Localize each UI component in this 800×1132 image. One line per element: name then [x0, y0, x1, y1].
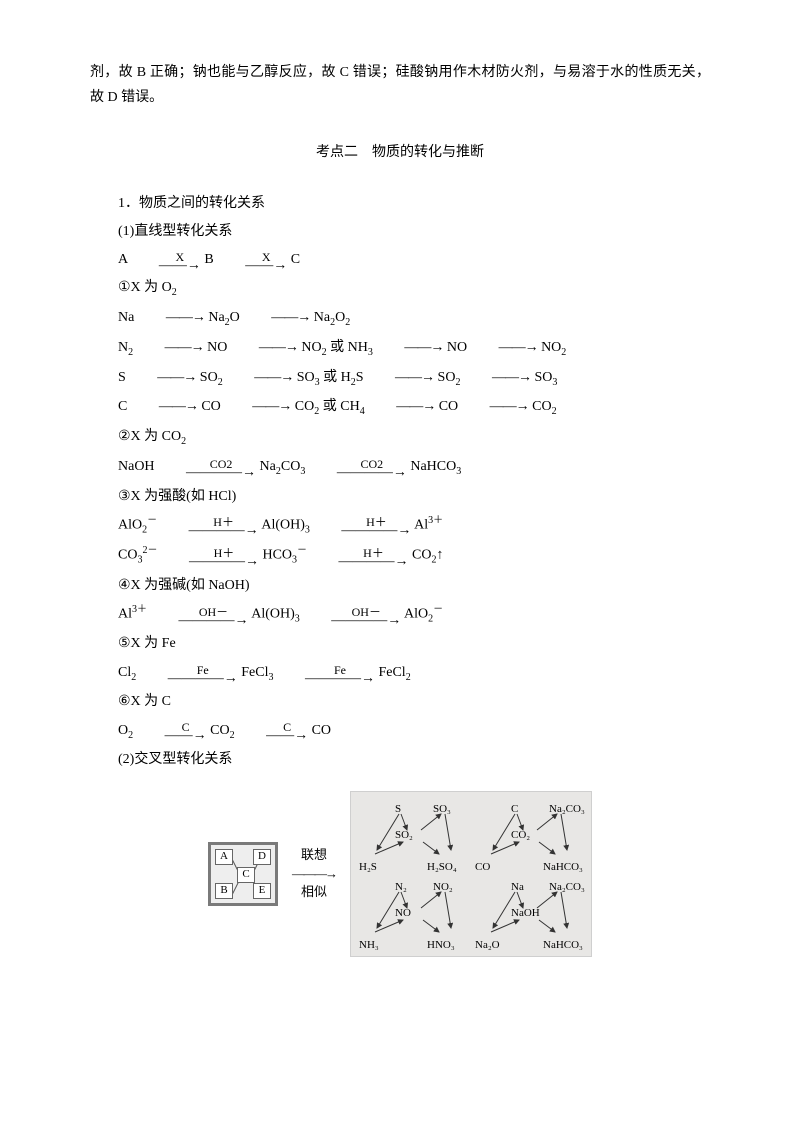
case5-line: Cl2 Fe――――→ FeCl3 Fe――――→ FeCl2: [90, 660, 710, 687]
arrow-icon: ――→: [231, 335, 298, 360]
case3-title: ③X 为强酸(如 HCl): [90, 484, 710, 509]
case4-line: Al3＋ OH－――――→ Al(OH)3 OH－――――→ AlO2－: [90, 601, 710, 628]
quad-label: NO: [395, 904, 411, 924]
quad-0: S SO₃ SO₂ H₂S H₂SO₄: [355, 798, 471, 876]
arrow-c-1: C――→: [137, 719, 207, 741]
quad-label: NaHCO₃: [543, 858, 583, 878]
quad-label: Na: [511, 878, 524, 898]
quad-2: N₂ NO₂ NO NH₃ HNO₃: [355, 876, 471, 954]
quad-label: NH₃: [359, 936, 379, 956]
quad-label: Na₂CO₃: [549, 878, 585, 898]
quad-label: CO₂: [511, 826, 530, 846]
cross-diagram-row: A B C D E 联想 ―――→ 相似 SSO₃SO₂H₂SH₂SO₄ N₂N…: [90, 791, 710, 957]
arrow-x-1: X ――→: [131, 249, 201, 271]
quad-label: NO₂: [433, 878, 453, 898]
arrow-icon: ――→: [224, 394, 291, 419]
arrow-icon: ――→: [367, 365, 434, 390]
lbl-A: A: [118, 252, 127, 267]
case6-title: ⑥X 为 C: [90, 689, 710, 714]
quad-label: N₂: [395, 878, 407, 898]
arrow-h-3: H＋――――→: [161, 545, 259, 567]
heading-1-2: (2)交叉型转化关系: [90, 747, 710, 772]
arrow-h-1: H＋――――→: [161, 514, 259, 536]
case5-title: ⑤X 为 Fe: [90, 631, 710, 656]
case1-line1: Na ――→ Na2O ――→ Na2O2: [90, 305, 710, 332]
case3-line1: AlO2－ H＋――――→ Al(OH)3 H＋――――→ Al3＋: [90, 512, 710, 539]
quad-label: S: [395, 800, 401, 820]
quad-label: H₂S: [359, 858, 377, 878]
arrow-icon: ――→: [129, 365, 196, 390]
node-a: A: [215, 849, 233, 865]
arrow-fe-2: Fe――――→: [277, 662, 375, 684]
case3-line2: CO32－ H＋――――→ HCO3－ H＋――――→ CO2↑: [90, 542, 710, 569]
case1-line4: C ――→ CO ――→ CO2 或 CH4 ――→ CO ――→ CO2: [90, 394, 710, 421]
quad-label: NaOH: [511, 904, 540, 924]
arrow-h-4: H＋――――→: [311, 545, 409, 567]
section-title: 考点二 物质的转化与推断: [90, 140, 710, 165]
node-c: C: [237, 867, 255, 883]
node-d: D: [253, 849, 271, 865]
arrow-h-2: H＋――――→: [313, 514, 411, 536]
case1-title: ①X 为 O2: [90, 275, 710, 302]
arrow-oh-1: OH－――――→: [151, 604, 249, 626]
arrow-icon: ――→: [243, 305, 310, 330]
arrow-icon: ――→: [131, 394, 198, 419]
heading-1: 1．物质之间的转化关系: [90, 191, 710, 216]
examples-panel: S SO₃ SO₂ H₂S H₂SO₄ N₂ NO₂ NO NH₃ HNO₃ C Na₂CO₃ CO…: [350, 791, 592, 957]
quad-label: SO₂: [395, 826, 413, 846]
quad-label: NaHCO₃: [543, 936, 583, 956]
heading-1-1: (1)直线型转化关系: [90, 219, 710, 244]
arrow-icon: ――→: [471, 335, 538, 360]
node-e: E: [253, 883, 271, 899]
arrow-co2-1: CO2――――→: [158, 456, 256, 478]
lbl-C: C: [291, 252, 300, 267]
arrow-icon: ――→: [462, 394, 529, 419]
arrow-icon: ――→: [137, 335, 204, 360]
arrow-oh-2: OH－――――→: [303, 604, 401, 626]
arrow-icon: ――→: [464, 365, 531, 390]
case2-line: NaOH CO2――――→ Na2CO3 CO2――――→ NaHCO3: [90, 454, 710, 481]
quad-label: Na₂CO₃: [549, 800, 585, 820]
quad-1: C Na₂CO₃ CO₂ CO NaHCO₃: [471, 798, 587, 876]
node-b: B: [215, 883, 233, 899]
quad-label: CO: [475, 858, 490, 878]
case4-title: ④X 为强碱(如 NaOH): [90, 573, 710, 598]
quad-label: Na₂O: [475, 936, 500, 956]
quad-label: SO₃: [433, 800, 451, 820]
arrow-x-2: X ――→: [217, 249, 287, 271]
case1-line2: N2 ――→ NO ――→ NO2 或 NH3 ――→ NO ――→ NO2: [90, 335, 710, 362]
case6-line: O2 C――→ CO2 C――→ CO: [90, 718, 710, 745]
case1-line3: S ――→ SO2 ――→ SO3 或 H2S ――→ SO2 ――→ SO3: [90, 365, 710, 392]
abcde-diagram: A B C D E: [208, 842, 278, 906]
arrow-icon: ――→: [376, 335, 443, 360]
lbl-B: B: [204, 252, 213, 267]
arrow-c-2: C――→: [238, 719, 308, 741]
quad-label: C: [511, 800, 518, 820]
intro-paragraph: 剂，故 B 正确；钠也能与乙醇反应，故 C 错误；硅酸钠用作木材防火剂，与易溶于…: [90, 60, 710, 110]
arrow-icon: ――→: [226, 365, 293, 390]
long-arrow-icon: ―――→: [292, 865, 336, 883]
quad-3: Na Na₂CO₃ NaOH Na₂O NaHCO₃: [471, 876, 587, 954]
quad-label: HNO₃: [427, 936, 455, 956]
assoc-text: 联想 ―――→ 相似: [292, 846, 336, 901]
quad-label: H₂SO₄: [427, 858, 457, 878]
arrow-icon: ――→: [368, 394, 435, 419]
generic-linear: A X ――→ B X ――→ C: [90, 247, 710, 272]
arrow-co2-2: CO2――――→: [309, 456, 407, 478]
arrow-fe-1: Fe――――→: [140, 662, 238, 684]
arrow-icon: ――→: [138, 305, 205, 330]
case2-title: ②X 为 CO2: [90, 424, 710, 451]
